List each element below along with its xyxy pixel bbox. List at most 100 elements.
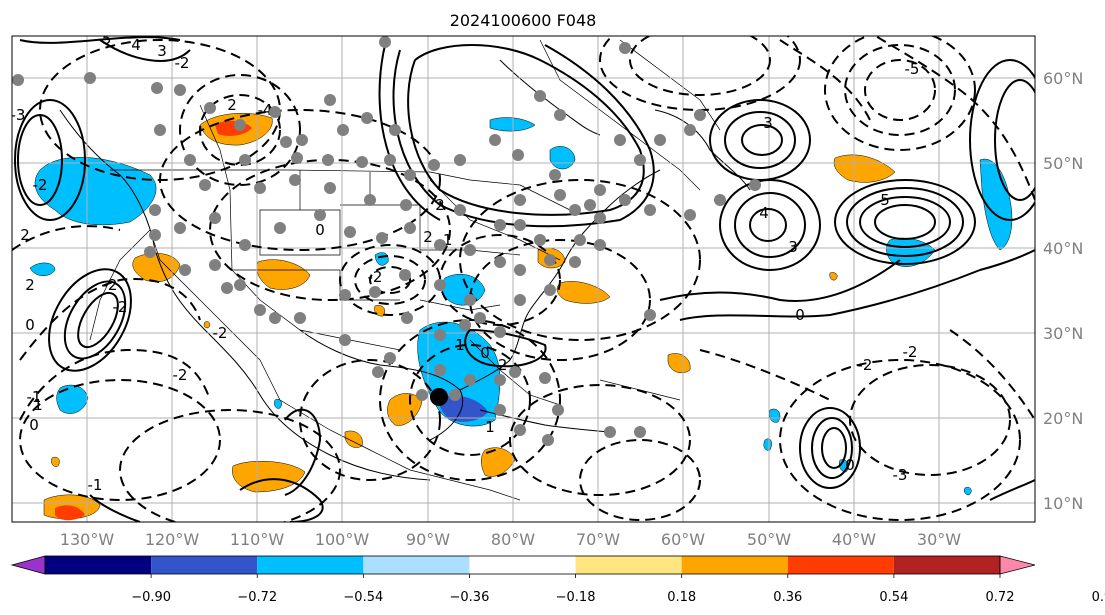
observation-dot xyxy=(314,209,326,221)
observation-dot xyxy=(694,109,706,121)
observation-dot xyxy=(464,244,476,256)
observation-dot xyxy=(714,194,726,206)
observation-dot xyxy=(474,312,486,324)
observation-dot xyxy=(239,239,251,251)
observation-dot xyxy=(574,234,586,246)
observation-dot xyxy=(399,269,411,281)
observation-dot xyxy=(512,149,524,161)
observation-dot xyxy=(514,424,526,436)
colorbar-label: 0.72 xyxy=(986,590,1015,605)
contour-label: -2 xyxy=(903,343,918,361)
observation-dot xyxy=(339,334,351,346)
observation-dot xyxy=(404,169,416,181)
contour-label: 0 xyxy=(25,316,35,334)
contour-label: 1 xyxy=(455,336,465,354)
observation-dot xyxy=(434,364,446,376)
observation-dot xyxy=(294,312,306,324)
strong-negative-shading xyxy=(439,395,488,422)
colorbar-min-extend xyxy=(10,555,46,575)
storm-center-marker xyxy=(430,388,448,406)
observation-dot xyxy=(454,204,466,216)
observation-dot xyxy=(644,309,656,321)
observation-dot xyxy=(356,156,368,168)
contour-label: -2 xyxy=(858,356,873,374)
contour-label: 1 xyxy=(485,418,495,436)
observation-dot xyxy=(514,294,526,306)
observation-dot xyxy=(254,182,266,194)
observation-dot xyxy=(594,212,606,224)
height-anomaly-contours xyxy=(12,36,1035,522)
observation-dot xyxy=(324,94,336,106)
observation-dot xyxy=(464,294,476,306)
observation-dot xyxy=(361,112,373,124)
observation-dot xyxy=(269,312,281,324)
contour-label: -2 xyxy=(173,366,188,384)
observation-dot xyxy=(434,239,446,251)
observation-dot xyxy=(684,124,696,136)
observation-dot xyxy=(400,199,412,211)
observation-dot xyxy=(322,154,334,166)
contour-label: 0 xyxy=(315,221,325,239)
observation-dot xyxy=(534,90,546,102)
observation-dot xyxy=(379,36,391,48)
observation-dot xyxy=(544,254,556,266)
lon-label: 110°W xyxy=(230,530,285,549)
contour-label: 3 xyxy=(763,114,773,132)
observation-dot xyxy=(554,109,566,121)
colorbar-outline xyxy=(44,555,1001,575)
observation-dot xyxy=(644,204,656,216)
observation-dot xyxy=(149,229,161,241)
colorbar-segment xyxy=(893,556,1000,574)
lon-label: 40°W xyxy=(832,530,876,549)
observation-dot xyxy=(184,154,196,166)
contour-label: 1 xyxy=(33,396,43,414)
observation-dot xyxy=(619,194,631,206)
lat-label: 30°N xyxy=(1043,324,1083,343)
observation-dot xyxy=(494,374,506,386)
observation-dot xyxy=(154,124,166,136)
observation-dot xyxy=(179,264,191,276)
contour-label: 4 xyxy=(759,204,769,222)
observation-dot xyxy=(209,259,221,271)
lon-label: 60°W xyxy=(661,530,705,549)
observation-dot xyxy=(174,222,186,234)
contour-label: 0 xyxy=(845,456,855,474)
observation-dot xyxy=(454,154,466,166)
observation-dot xyxy=(634,154,646,166)
observation-dot xyxy=(494,256,506,268)
lon-label: 50°W xyxy=(747,530,791,549)
observation-dot xyxy=(749,179,761,191)
observation-dot xyxy=(339,289,351,301)
observation-dot xyxy=(84,72,96,84)
observation-dot xyxy=(337,124,349,136)
contour-label: -2 xyxy=(493,356,508,374)
observation-dot xyxy=(364,194,376,206)
colorbar-label: 0.54 xyxy=(879,590,908,605)
colorbar-label: −0.72 xyxy=(237,590,277,605)
contour-label: -5 xyxy=(905,60,920,78)
colorbar-tick-labels: −0.90 −0.72 −0.54 −0.36 −0.18 0.18 0.36 0.54 0.7… xyxy=(131,574,1105,605)
lon-label: 70°W xyxy=(576,530,620,549)
observation-dot xyxy=(291,152,303,164)
lon-label: 90°W xyxy=(406,530,450,549)
observation-dot xyxy=(239,154,251,166)
observation-dot xyxy=(542,434,554,446)
colorbar-segment xyxy=(787,556,894,574)
observation-dot xyxy=(549,169,561,181)
observation-dot xyxy=(416,389,428,401)
contour-label: 3 xyxy=(788,238,798,256)
lat-label: 40°N xyxy=(1043,239,1083,258)
colorbar-label: −0.54 xyxy=(343,590,383,605)
observation-dot xyxy=(614,134,626,146)
observation-dot xyxy=(289,174,301,186)
observation-dot xyxy=(204,102,216,114)
contour-label: 2 xyxy=(227,96,237,114)
lat-lon-grid xyxy=(12,36,1035,522)
observation-dot xyxy=(449,389,461,401)
observation-dot xyxy=(434,329,446,341)
observation-dot xyxy=(428,159,440,171)
contour-label: 4 xyxy=(131,36,141,54)
colorbar-segment xyxy=(45,556,152,574)
